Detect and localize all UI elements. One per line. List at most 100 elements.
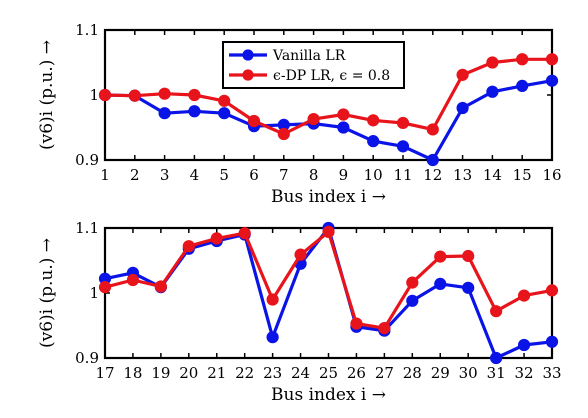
x-tick-label: 19 <box>151 364 170 382</box>
data-point <box>517 289 531 302</box>
data-point <box>126 273 140 287</box>
x-tick-label: 18 <box>123 364 142 382</box>
data-point <box>238 227 251 240</box>
data-point <box>545 284 559 297</box>
data-point <box>367 114 380 127</box>
x-tick-label: 29 <box>431 364 450 382</box>
data-point <box>158 107 171 120</box>
data-point <box>490 351 503 365</box>
x-axis-label: Bus index i → <box>271 385 386 405</box>
x-tick-label: 13 <box>453 166 472 184</box>
data-point <box>490 305 503 318</box>
x-tick-label: 16 <box>542 166 561 184</box>
data-point <box>462 249 475 263</box>
legend-marker <box>242 49 254 61</box>
data-point <box>307 112 320 126</box>
data-point <box>182 240 195 253</box>
data-point <box>294 248 307 261</box>
data-point <box>462 281 475 294</box>
x-tick-label: 33 <box>542 364 561 382</box>
x-tick-label: 28 <box>403 364 422 382</box>
data-point <box>486 56 499 69</box>
series-line <box>104 57 552 136</box>
y-tick-label: 0.9 <box>75 349 99 367</box>
data-point <box>426 153 439 167</box>
x-tick-label: 21 <box>207 364 226 382</box>
data-point <box>396 140 410 153</box>
data-point <box>277 127 290 141</box>
legend-box <box>222 41 405 89</box>
data-point <box>456 68 469 81</box>
data-point <box>218 94 231 107</box>
data-point <box>98 281 112 294</box>
data-point <box>247 114 261 128</box>
x-tick-label: 2 <box>130 166 140 184</box>
x-tick-label: 23 <box>263 364 282 382</box>
x-tick-label: 11 <box>393 166 412 184</box>
data-point <box>434 250 447 263</box>
data-point <box>128 89 141 102</box>
data-point <box>350 317 363 330</box>
x-tick-label: 9 <box>339 166 349 184</box>
data-point <box>188 88 201 102</box>
x-tick-label: 17 <box>95 364 114 382</box>
x-tick-label: 31 <box>487 364 506 382</box>
data-point <box>210 232 223 245</box>
y-tick-label: 1 <box>89 284 99 302</box>
y-tick-label: 1.1 <box>75 21 99 39</box>
x-tick-label: 22 <box>235 364 254 382</box>
data-point <box>98 88 112 102</box>
x-tick-label: 27 <box>375 364 394 382</box>
data-point <box>218 107 231 120</box>
x-tick-label: 7 <box>279 166 289 184</box>
x-axis-label: Bus index i → <box>271 187 386 207</box>
legend-label: ϵ-DP LR, ϵ = 0.8 <box>273 68 390 84</box>
x-tick-label: 1 <box>100 166 110 184</box>
y-tick-label: 0.9 <box>75 151 99 169</box>
data-point <box>367 135 380 148</box>
x-tick-label: 3 <box>160 166 170 184</box>
data-point <box>545 335 559 348</box>
x-tick-label: 15 <box>513 166 532 184</box>
x-tick-label: 20 <box>179 364 198 382</box>
x-tick-label: 12 <box>423 166 442 184</box>
data-point <box>434 277 447 290</box>
x-tick-label: 14 <box>483 166 502 184</box>
data-point <box>337 121 350 134</box>
data-point <box>426 123 439 136</box>
y-axis-label: (v6)i (p.u.) → <box>37 40 57 150</box>
x-tick-label: 6 <box>249 166 259 184</box>
data-point <box>545 53 559 66</box>
series-line <box>104 226 553 360</box>
bottom-chart-panel: 17 18 19 20 21 22 23 24 25 26 27 28 29 30 31 32 33 0.9 1 1.… <box>37 219 562 405</box>
data-point <box>266 331 279 344</box>
data-point <box>154 280 167 293</box>
data-point <box>545 74 559 87</box>
data-point <box>158 87 171 100</box>
data-point <box>516 53 529 66</box>
data-point <box>516 79 529 93</box>
data-point <box>322 225 335 238</box>
plot-frame <box>103 226 554 360</box>
data-point <box>337 108 350 121</box>
data-point <box>266 293 279 306</box>
data-point <box>406 276 419 289</box>
legend-label: Vanilla LR <box>272 48 346 64</box>
data-point <box>456 101 469 115</box>
x-tick-label: 30 <box>459 364 478 382</box>
series-line <box>104 79 553 162</box>
data-point <box>188 105 201 118</box>
data-point <box>396 116 410 130</box>
y-axis-label: (v6)i (p.u.) → <box>37 238 57 348</box>
x-tick-label: 24 <box>291 364 310 382</box>
y-tick-label: 1 <box>89 86 99 104</box>
legend-marker <box>242 69 254 81</box>
x-tick-label: 5 <box>219 166 229 184</box>
x-tick-label: 32 <box>515 364 534 382</box>
data-point <box>486 85 499 98</box>
x-tick-label: 4 <box>190 166 200 184</box>
series-line <box>104 230 553 330</box>
data-point <box>517 338 531 352</box>
